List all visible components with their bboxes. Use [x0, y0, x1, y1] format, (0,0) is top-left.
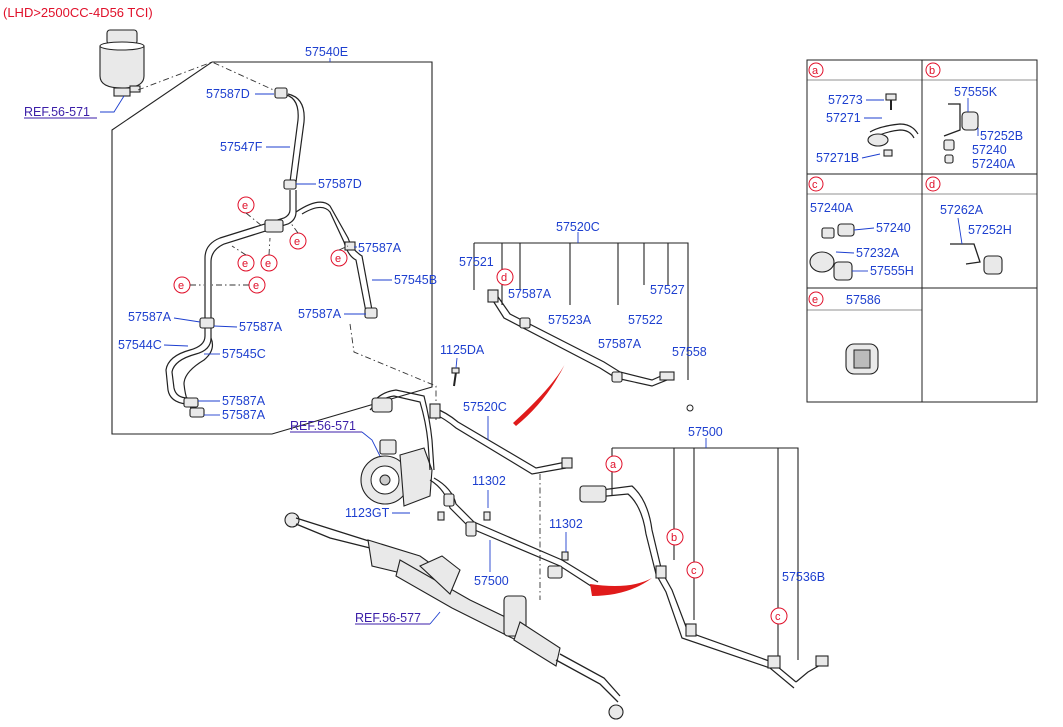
red-arrow-upper: [513, 360, 567, 426]
label-57540E: 57540E: [305, 45, 348, 59]
steering-gear-illustration: [284, 512, 624, 720]
label-57520C-top: 57520C: [556, 220, 600, 234]
pump-illustration: [360, 389, 435, 507]
svg-text:c: c: [691, 565, 697, 577]
label-1125DA: 1125DA: [440, 343, 485, 357]
label-1123GT: 1123GT: [345, 506, 390, 520]
label-11302-a: 11302: [472, 474, 506, 488]
label-57587A-8: 57587A: [598, 337, 642, 351]
label-57587A-4: 57587A: [239, 320, 283, 334]
legend-d-part-1: 57262A: [940, 203, 984, 217]
svg-text:b: b: [671, 532, 677, 544]
hose-57500-bracket: [611, 447, 799, 660]
label-57522: 57522: [628, 313, 663, 327]
label-57558: 57558: [672, 345, 707, 359]
svg-text:a: a: [812, 65, 819, 77]
label-57527: 57527: [650, 283, 685, 297]
legend-c-part-3: 57232A: [856, 246, 900, 260]
label-57587A-2: 57587A: [298, 307, 342, 321]
svg-text:e: e: [335, 253, 341, 265]
ref-steering-gear[interactable]: REF.56-577: [355, 611, 421, 625]
svg-text:d: d: [929, 179, 935, 191]
pressure-hose-lower-illustration: [429, 403, 573, 600]
legend-d-part-2: 57252H: [968, 223, 1012, 237]
pressure-hose-upper-illustration: [487, 289, 694, 412]
svg-text:d: d: [501, 272, 507, 284]
legend-c-part-2: 57240: [876, 221, 911, 235]
legend-a-part-1: 57273: [828, 93, 863, 107]
pump-dash-line: [349, 323, 437, 420]
label-57544C: 57544C: [118, 338, 162, 352]
svg-text:e: e: [242, 258, 248, 270]
legend-c-part-1: 57240A: [810, 201, 854, 215]
legend-b-part-2: 57252B: [980, 129, 1023, 143]
svg-text:a: a: [610, 459, 617, 471]
label-57545C: 57545C: [222, 347, 266, 361]
reservoir-illustration: [99, 29, 145, 97]
label-57523A: 57523A: [548, 313, 592, 327]
label-11302-b: 11302: [549, 517, 583, 531]
legend-a-part-3: 57271B: [816, 151, 859, 165]
ref-reservoir[interactable]: REF.56-571: [24, 105, 90, 119]
diagram-title: (LHD>2500CC-4D56 TCI): [3, 5, 153, 20]
suction-hoses-illustration: [165, 87, 378, 418]
svg-text:e: e: [242, 200, 248, 212]
callout-b: [666, 528, 684, 546]
legend-cell-d: d 57262A 57252H: [925, 176, 1012, 275]
callout-c-1: [686, 561, 704, 579]
svg-text:c: c: [775, 611, 781, 623]
return-hose-illustration: [429, 477, 599, 589]
label-57547F: 57547F: [220, 140, 263, 154]
callout-c-2: [770, 607, 788, 625]
reservoir-dash-line: [137, 61, 279, 93]
svg-text:e: e: [178, 280, 184, 292]
legend-c-part-4: 57555H: [870, 264, 914, 278]
legend-cell-b: b 57555K 57252B 57240 57240A: [925, 62, 1023, 171]
reservoir-ref-leader: [100, 95, 125, 113]
legend-b-part-1: 57555K: [954, 85, 998, 99]
return-hose-right-illustration: [579, 485, 829, 689]
label-57587A-3: 57587A: [128, 310, 172, 324]
label-57545B: 57545B: [394, 273, 437, 287]
label-57587A-1: 57587A: [358, 241, 402, 255]
svg-text:b: b: [929, 65, 935, 77]
legend-cell-e: e 57586: [808, 291, 881, 375]
callout-a: [605, 455, 623, 473]
legend-a-part-2: 57271: [826, 111, 861, 125]
legend-b-part-3: 57240: [972, 143, 1007, 157]
label-57500-mid: 57500: [474, 574, 509, 588]
legend-b-part-4: 57240A: [972, 157, 1016, 171]
label-57587A-5: 57587A: [222, 394, 266, 408]
svg-text:c: c: [812, 179, 818, 191]
hose-57520C-bracket: [473, 242, 689, 380]
ref-pump[interactable]: REF.56-571: [290, 419, 356, 433]
callout-e-group: e e e e e e e: [173, 196, 349, 294]
legend-cell-a: a 57273 57271 57271B: [808, 62, 919, 165]
label-57520C-lower: 57520C: [463, 400, 507, 414]
callout-d: [496, 268, 514, 286]
svg-text:e: e: [265, 258, 271, 270]
label-57536B: 57536B: [782, 570, 825, 584]
label-57587D-top: 57587D: [206, 87, 250, 101]
bolt-1125DA-illustration: [451, 367, 460, 387]
svg-text:e: e: [253, 280, 259, 292]
legend-cell-c: c 57240A 57240 57232A 57555H: [808, 176, 914, 281]
label-57587A-6: 57587A: [222, 408, 266, 422]
svg-text:e: e: [812, 294, 818, 306]
label-57587D-mid: 57587D: [318, 177, 362, 191]
label-57587A-7: 57587A: [508, 287, 552, 301]
label-57500-right: 57500: [688, 425, 723, 439]
hose-group-frame: [111, 61, 433, 435]
legend-e-part-1: 57586: [846, 293, 881, 307]
svg-text:e: e: [294, 236, 300, 248]
red-arrow-lower: [590, 578, 652, 596]
label-57521: 57521: [459, 255, 494, 269]
